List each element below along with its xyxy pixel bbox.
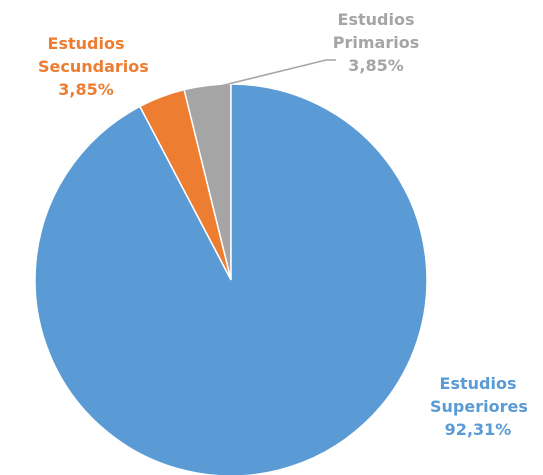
category-name: Estudios Secundarios (38, 34, 149, 76)
slice-label: Estudios Secundarios 3,85% (16, 32, 156, 101)
value-label: 3,85% (58, 80, 114, 99)
pie-slice (34, 83, 428, 475)
category-name: Estudios Primarios (332, 10, 420, 52)
leader-line (211, 59, 336, 89)
slice-label: Estudios Primarios 3,85% (306, 8, 446, 77)
value-label: 3,85% (348, 56, 404, 75)
slice-label: Estudios Superiores 92,31% (408, 372, 543, 441)
value-label: 92,31% (444, 420, 512, 439)
category-name: Estudios Superiores (430, 374, 528, 416)
